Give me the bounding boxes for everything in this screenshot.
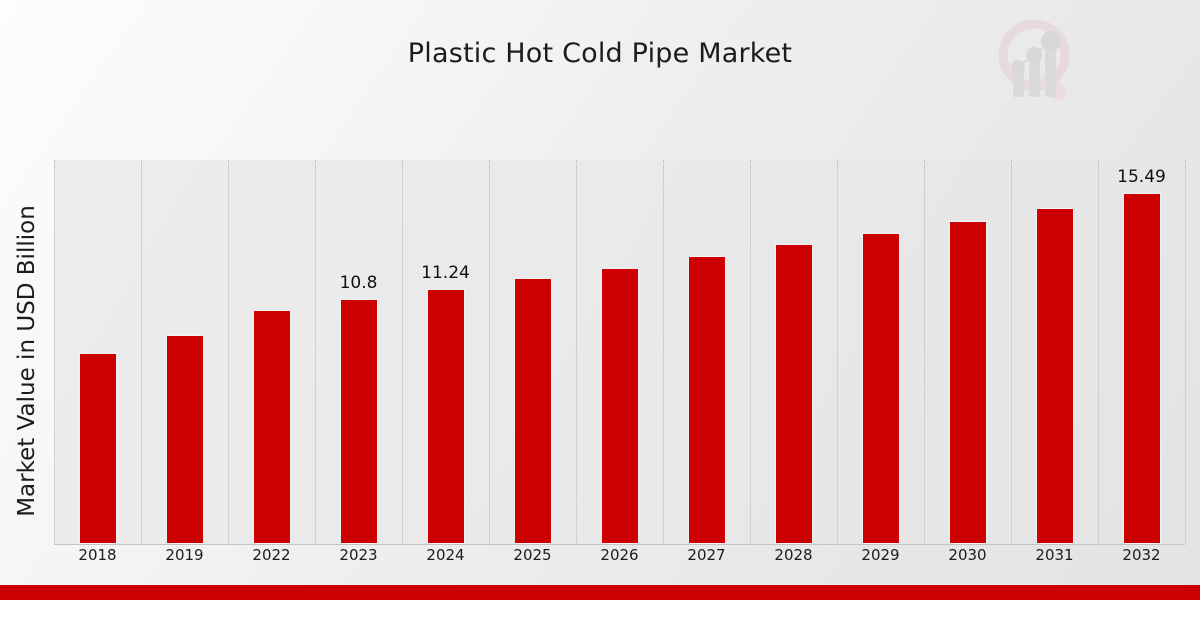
x-tick-label: 2029 — [861, 546, 900, 564]
footer-accent-band — [0, 585, 1200, 600]
x-axis-line — [54, 544, 1185, 545]
gridline — [1185, 160, 1187, 544]
bar-group[interactable] — [1011, 160, 1098, 544]
bar[interactable] — [1122, 193, 1161, 544]
x-axis-tick-labels: 2018 2019 2022 2023 2024 2025 2026 2027 2028 2029… — [54, 546, 1185, 572]
bar-group[interactable] — [141, 160, 228, 544]
bar-value-label: 15.49 — [1117, 167, 1166, 188]
gridline — [1098, 160, 1100, 544]
bar[interactable] — [513, 278, 552, 544]
gridline — [924, 160, 926, 544]
bar[interactable] — [687, 255, 726, 544]
gridline — [54, 160, 56, 544]
bar[interactable] — [426, 288, 465, 544]
gridline — [576, 160, 578, 544]
bar[interactable] — [774, 244, 813, 544]
x-tick-label: 2024 — [426, 546, 465, 564]
bar-group[interactable] — [750, 160, 837, 544]
gridline — [1011, 160, 1013, 544]
chart-title: Plastic Hot Cold Pipe Market — [407, 38, 793, 69]
bar[interactable] — [252, 309, 291, 544]
gridline — [750, 160, 752, 544]
y-axis-title: Market Value in USD Billion — [14, 205, 40, 517]
x-tick-label: 2022 — [252, 546, 291, 564]
bar-group[interactable]: 11.24 — [402, 160, 489, 544]
gridline — [837, 160, 839, 544]
bar-group[interactable] — [663, 160, 750, 544]
x-tick-label: 2030 — [948, 546, 987, 564]
x-tick-label: 2032 — [1122, 546, 1161, 564]
gridline — [228, 160, 230, 544]
x-tick-label: 2031 — [1035, 546, 1074, 564]
plot-area: 10.8 11.24 15.49 — [54, 160, 1187, 544]
gridline — [489, 160, 491, 544]
x-tick-label: 2026 — [600, 546, 639, 564]
bar-value-label: 10.8 — [339, 272, 378, 293]
gridline — [402, 160, 404, 544]
bar-group[interactable] — [228, 160, 315, 544]
bar[interactable] — [78, 352, 117, 544]
bar-group[interactable]: 15.49 — [1098, 160, 1185, 544]
bar-group[interactable] — [576, 160, 663, 544]
x-tick-label: 2025 — [513, 546, 552, 564]
bar-group[interactable] — [837, 160, 924, 544]
gridline — [663, 160, 665, 544]
bar-group[interactable]: 10.8 — [315, 160, 402, 544]
x-tick-label: 2027 — [687, 546, 726, 564]
x-tick-label: 2028 — [774, 546, 813, 564]
x-tick-label: 2018 — [78, 546, 117, 564]
bar[interactable] — [861, 233, 900, 544]
x-tick-label: 2019 — [165, 546, 204, 564]
bar-value-label: 11.24 — [421, 262, 470, 283]
bar-group[interactable] — [924, 160, 1011, 544]
chart-figure: Plastic Hot Cold Pipe Market Market Valu… — [0, 0, 1200, 600]
bar-series: 10.8 11.24 15.49 — [54, 160, 1185, 544]
gridline — [141, 160, 143, 544]
bar[interactable] — [948, 221, 987, 544]
gridline — [315, 160, 317, 544]
category-gridlines — [54, 160, 1187, 544]
bar[interactable] — [165, 335, 204, 544]
bar-group[interactable] — [54, 160, 141, 544]
bar-group[interactable] — [489, 160, 576, 544]
bar[interactable] — [339, 298, 378, 544]
x-tick-label: 2023 — [339, 546, 378, 564]
bar[interactable] — [600, 267, 639, 544]
market-research-magnifier-logo-icon — [988, 14, 1086, 106]
bar[interactable] — [1035, 207, 1074, 544]
